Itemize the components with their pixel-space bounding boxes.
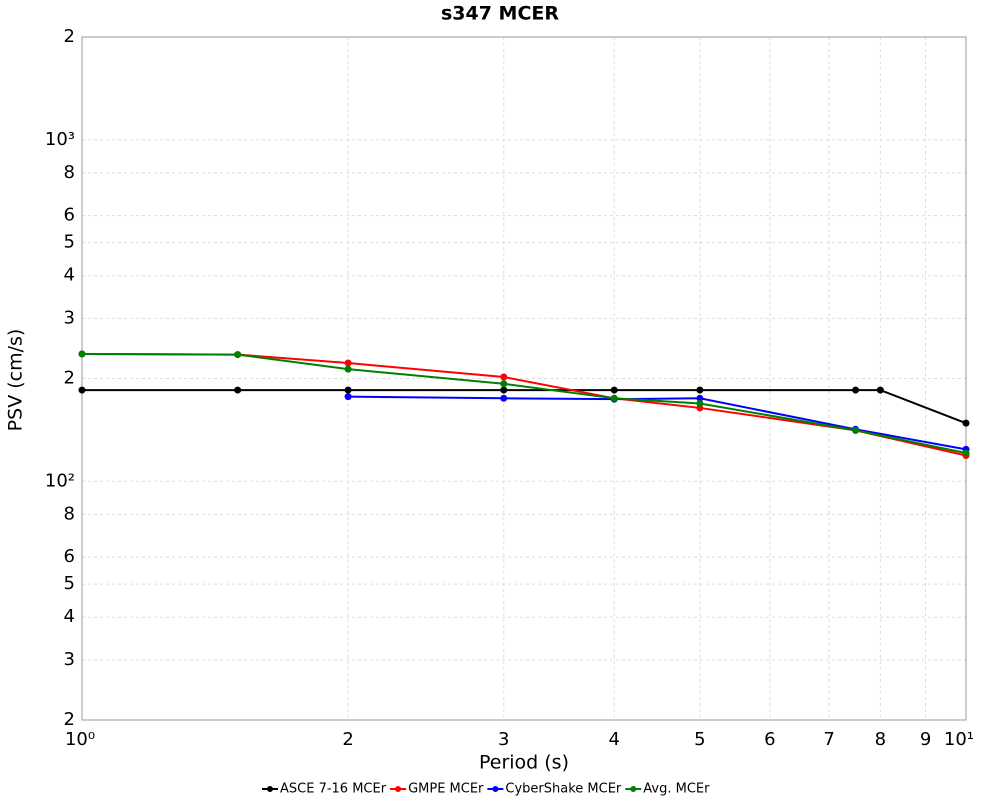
point	[500, 394, 508, 402]
x-tick-label: 10⁰	[65, 729, 95, 750]
legend-label: CyberShake MCEr	[505, 782, 622, 797]
y-tick-label: 6	[64, 205, 75, 226]
y-tick-label: 3	[64, 307, 75, 328]
point	[852, 426, 860, 434]
x-tick-label: 4	[608, 729, 619, 750]
point	[78, 386, 86, 394]
y-tick-label: 10²	[45, 470, 75, 491]
y-tick-label: 8	[64, 162, 75, 183]
x-tick-label: 3	[498, 729, 509, 750]
y-tick-label: 5	[64, 232, 75, 253]
point	[962, 449, 970, 457]
legend-label: ASCE 7-16 MCEr	[280, 782, 387, 797]
plot	[78, 350, 970, 460]
series-line	[81, 352, 967, 455]
legend-label: Avg. MCEr	[643, 782, 710, 797]
point	[610, 386, 618, 394]
y-tick-label: 6	[64, 546, 75, 567]
y-tick-label: 10³	[45, 129, 75, 150]
point	[234, 351, 242, 359]
legend-marker	[492, 786, 499, 792]
x-tick-label: 6	[764, 729, 775, 750]
point	[78, 350, 86, 358]
y-tick-label: 2	[64, 26, 75, 47]
series-line	[81, 352, 967, 457]
x-tick-label: 8	[875, 729, 886, 750]
legend-marker	[267, 786, 273, 792]
point	[610, 394, 618, 402]
point	[852, 386, 860, 394]
series-line	[348, 395, 967, 451]
point	[234, 386, 242, 394]
point	[696, 394, 704, 402]
legend-marker	[395, 786, 402, 792]
point	[500, 380, 508, 388]
point	[344, 386, 352, 394]
x-axis-label: Period (s)	[479, 752, 569, 774]
point	[696, 399, 704, 407]
x-tick-label: 10¹	[944, 729, 974, 750]
point	[500, 373, 508, 381]
y-tick-label: 4	[64, 606, 75, 627]
y-tick-label: 2	[64, 368, 75, 389]
x-tick-label: 9	[920, 729, 931, 750]
series-line	[82, 389, 967, 425]
y-axis-label: PSV (cm/s)	[5, 329, 27, 432]
chart-title: s347 MCER	[441, 3, 559, 25]
point	[500, 386, 508, 394]
y-tick-label: 8	[64, 503, 75, 524]
y-tick-label: 2	[64, 709, 75, 730]
x-tick-label: 5	[694, 729, 705, 750]
y-tick-label: 5	[64, 573, 75, 594]
point	[344, 359, 352, 367]
legend-marker	[630, 786, 637, 792]
point	[696, 386, 704, 394]
x-tick-label: 7	[823, 729, 834, 750]
y-tick-label: 3	[64, 649, 75, 670]
point	[344, 365, 352, 373]
point	[876, 386, 884, 394]
point	[344, 393, 352, 401]
legend-label: GMPE MCEr	[408, 782, 484, 797]
plot-frame	[81, 36, 967, 721]
x-tick-label: 2	[342, 729, 353, 750]
y-tick-label: 4	[64, 265, 75, 286]
point	[962, 419, 970, 427]
